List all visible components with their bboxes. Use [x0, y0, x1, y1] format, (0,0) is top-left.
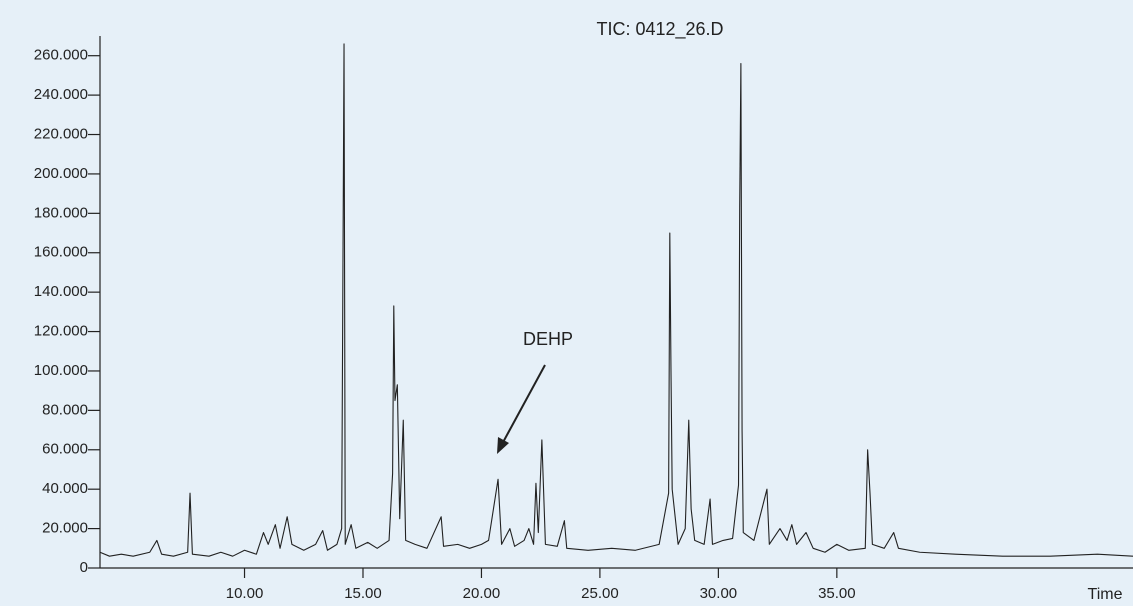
x-tick-label: 20.00	[463, 585, 501, 602]
y-tick-label: 160.000	[34, 244, 88, 261]
y-tick-label: 140.000	[34, 283, 88, 300]
x-tick-label: 35.00	[818, 585, 856, 602]
y-tick-label: 100.000	[34, 362, 88, 379]
chart-title: TIC: 0412_26.D	[596, 19, 723, 40]
x-tick-label: 30.00	[700, 585, 738, 602]
arrow-head	[497, 437, 509, 454]
y-tick-label: 80.000	[42, 401, 88, 418]
y-tick-label: 200.000	[34, 165, 88, 182]
arrow-shaft	[500, 364, 546, 447]
y-tick-label: 180.000	[34, 204, 88, 221]
x-tick-label: 25.00	[581, 585, 619, 602]
y-tick-label: 260.000	[34, 47, 88, 64]
y-tick-label: 60.000	[42, 441, 88, 458]
x-axis-label: Time	[1088, 586, 1123, 603]
y-tick-label: 0	[80, 559, 88, 576]
x-tick-label: 15.00	[344, 585, 382, 602]
y-tick-label: 220.000	[34, 125, 88, 142]
y-tick-label: 20.000	[42, 520, 88, 537]
y-tick-label: 120.000	[34, 323, 88, 340]
annotation: DEHP	[523, 329, 573, 349]
y-tick-label: 40.000	[42, 480, 88, 497]
x-tick-label: 10.00	[226, 585, 264, 602]
signal-line	[99, 43, 1133, 557]
y-tick-label: 240.000	[34, 86, 88, 103]
